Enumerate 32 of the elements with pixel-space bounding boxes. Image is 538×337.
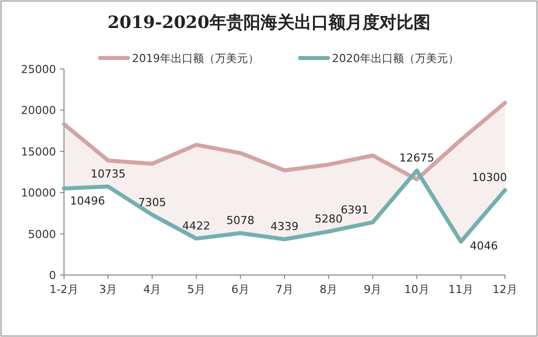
x-tick-label: 5月 bbox=[187, 283, 206, 296]
line-series bbox=[62, 100, 507, 182]
x-tick-label: 4月 bbox=[143, 283, 162, 296]
y-tick-label: 20000 bbox=[21, 104, 56, 118]
y-tick-label: 5000 bbox=[28, 228, 56, 241]
x-tick-label: 8月 bbox=[320, 283, 338, 296]
data-label: 10300 bbox=[472, 171, 507, 184]
chart-title: 2019-2020年贵阳海关出口额月度对比图 bbox=[108, 13, 430, 33]
x-tick-label: 3月 bbox=[99, 283, 118, 296]
x-tick-label: 11月 bbox=[448, 283, 474, 296]
x-tick-label: 10月 bbox=[404, 283, 430, 296]
data-label: 4339 bbox=[270, 220, 298, 234]
data-label: 5280 bbox=[314, 212, 343, 226]
y-tick-label: 25000 bbox=[21, 63, 56, 76]
x-tick-label: 9月 bbox=[364, 283, 382, 296]
data-label: 7305 bbox=[138, 196, 166, 209]
data-label: 10735 bbox=[90, 168, 126, 181]
data-label: 6391 bbox=[340, 203, 369, 216]
x-tick-label: 12月 bbox=[492, 283, 518, 296]
y-tick-label: 15000 bbox=[21, 145, 56, 158]
data-label: 4046 bbox=[470, 240, 498, 253]
data-label: 4422 bbox=[182, 220, 210, 233]
data-label: 5078 bbox=[226, 214, 254, 228]
x-tick-label: 6月 bbox=[231, 283, 250, 296]
y-tick-label: 10000 bbox=[21, 186, 56, 200]
data-label: 10496 bbox=[70, 194, 105, 208]
y-tick-label: 0 bbox=[49, 269, 56, 282]
x-tick-label: 7月 bbox=[276, 283, 294, 296]
legend-label: 2019年出口额（万美元） bbox=[132, 52, 259, 65]
x-tick-label: 1-2月 bbox=[50, 283, 78, 296]
data-label: 12675 bbox=[399, 152, 434, 165]
legend-label: 2020年出口额（万美元） bbox=[332, 52, 459, 65]
